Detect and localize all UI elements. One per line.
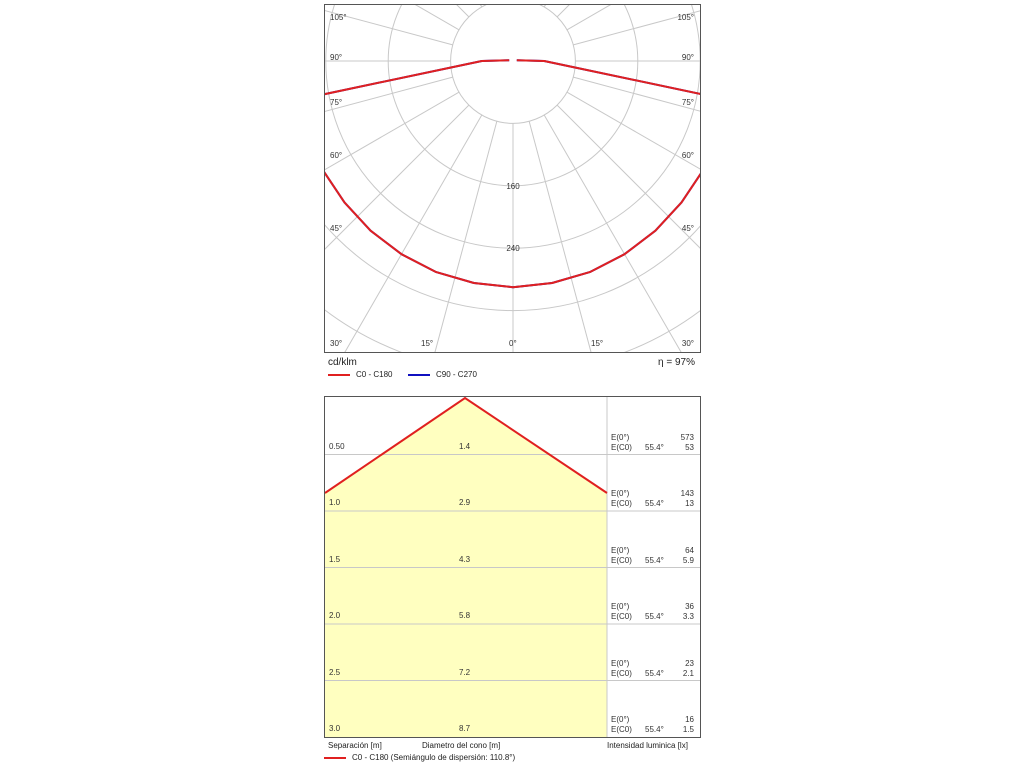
cone-legend: C0 - C180 (Semiángulo de dispersión: 110…: [324, 753, 515, 762]
angle-label-right: 45°: [681, 224, 694, 233]
distance-value: 1.5: [329, 554, 341, 564]
ec0-value: 13: [685, 499, 694, 508]
distance-value: 2.5: [329, 667, 341, 677]
angle-label-left: 45°: [330, 224, 343, 233]
angle-label-left: 105°: [330, 13, 347, 22]
cone-footer: Separación [m] Diametro del cono [m] Int…: [324, 740, 701, 766]
column-header-diameter: Diametro del cono [m]: [422, 741, 501, 750]
angle-label-right: 75°: [681, 98, 694, 107]
ec0-angle: 55.4°: [645, 725, 664, 734]
ec0-angle: 55.4°: [645, 668, 664, 678]
e0-value: 143: [680, 489, 694, 498]
grid-spoke: [573, 10, 700, 46]
angle-label-left: 30°: [330, 339, 343, 348]
ec0-value: 3.3: [682, 612, 694, 621]
diameter-value: 5.8: [459, 611, 471, 620]
e0-label: E(0°): [611, 715, 630, 724]
diameter-value: 2.9: [459, 498, 471, 507]
column-header-separation: Separación [m]: [328, 741, 382, 750]
legend-swatch-blue: [408, 373, 430, 376]
polar-grid: [325, 5, 700, 352]
ec0-value: 2.1: [682, 668, 694, 678]
radial-tick-label: 160: [506, 182, 520, 191]
legend-label: C90 - C270: [436, 370, 477, 379]
cone-diagram: [325, 397, 700, 737]
angle-label-bottom: 0°: [509, 339, 517, 348]
series-line-c0-c180: [325, 59, 700, 289]
ec0-angle: 55.4°: [645, 612, 664, 621]
cone-diagram-panel: 0.50 1.4 E(0°) 573 E(C0) 55.4° 53 1.0 2.9 E(0°) 14…: [324, 396, 701, 738]
e0-value: 16: [685, 715, 694, 724]
legend-item-c0-c180: C0 - C180: [328, 370, 392, 379]
polar-meta: cd/klm η = 97% C0 - C180 C90 - C270: [324, 356, 701, 382]
ec0-label: E(C0): [611, 668, 632, 678]
grid-spoke: [434, 121, 498, 352]
e0-value: 36: [685, 602, 694, 611]
efficiency-label: η = 97%: [658, 357, 695, 368]
e0-label: E(0°): [611, 658, 630, 668]
distance-value: 1.0: [329, 498, 341, 507]
column-header-intensity: Intensidad luminica [lx]: [607, 741, 688, 750]
distance-value: 2.0: [329, 611, 341, 620]
grid-spoke: [325, 91, 460, 171]
grid-spoke: [325, 76, 453, 112]
ec0-value: 1.5: [682, 725, 694, 734]
diameter-value: 4.3: [459, 554, 471, 564]
ec0-value: 53: [685, 442, 694, 452]
ec0-label: E(C0): [611, 725, 632, 734]
ec0-angle: 55.4°: [645, 442, 664, 452]
grid-spoke: [566, 91, 700, 170]
e0-label: E(0°): [611, 432, 630, 442]
ec0-label: E(C0): [611, 555, 632, 565]
e0-label: E(0°): [611, 545, 630, 555]
ec0-label: E(C0): [611, 442, 632, 452]
legend-swatch-red: [324, 756, 346, 759]
ec0-angle: 55.4°: [645, 499, 664, 508]
ec0-label: E(C0): [611, 612, 632, 621]
unit-label: cd/klm: [328, 357, 357, 368]
angle-label-right: 90°: [681, 53, 694, 62]
angle-label-left: 60°: [330, 151, 343, 160]
cone-legend-label: C0 - C180 (Semiángulo de dispersión: 110…: [352, 753, 516, 762]
e0-label: E(0°): [611, 602, 630, 611]
angle-label-right: 30°: [681, 339, 694, 348]
cone-outline: [325, 397, 608, 494]
polar-diagram: 160 240: [325, 5, 700, 352]
grid-spoke: [543, 114, 682, 352]
grid-spoke: [325, 10, 453, 46]
ec0-label: E(C0): [611, 499, 632, 508]
angle-label-right: 105°: [677, 13, 694, 22]
ec0-angle: 55.4°: [645, 555, 664, 565]
grid-spoke: [556, 104, 700, 249]
diameter-value: 1.4: [459, 441, 471, 451]
angle-label-right: 60°: [681, 151, 694, 160]
angle-label-left: 90°: [330, 53, 343, 62]
grid-spoke: [344, 114, 483, 352]
grid-spoke: [573, 76, 700, 112]
angle-label-left: 15°: [421, 339, 434, 348]
legend-label: C0 - C180: [356, 370, 393, 379]
radial-tick-label: 240: [506, 244, 520, 253]
e0-value: 23: [685, 658, 694, 668]
diameter-value: 7.2: [459, 667, 471, 677]
distance-value: 3.0: [329, 724, 341, 733]
grid-spoke: [325, 104, 470, 250]
grid-spoke: [528, 121, 592, 352]
angle-label-left: 75°: [330, 98, 343, 107]
angle-label-right: 15°: [591, 339, 604, 348]
legend-item-c90-c270: C90 - C270: [408, 370, 477, 379]
e0-value: 573: [680, 432, 694, 442]
diameter-value: 8.7: [459, 724, 471, 733]
polar-diagram-panel: 160 240 105° 90° 75° 60° 45° 30° 15° 105° 90° 75° 6…: [324, 4, 701, 353]
ec0-value: 5.9: [682, 555, 694, 565]
e0-label: E(0°): [611, 489, 630, 498]
legend-swatch-red: [328, 373, 350, 376]
distance-value: 0.50: [329, 441, 345, 451]
e0-value: 64: [685, 545, 694, 555]
